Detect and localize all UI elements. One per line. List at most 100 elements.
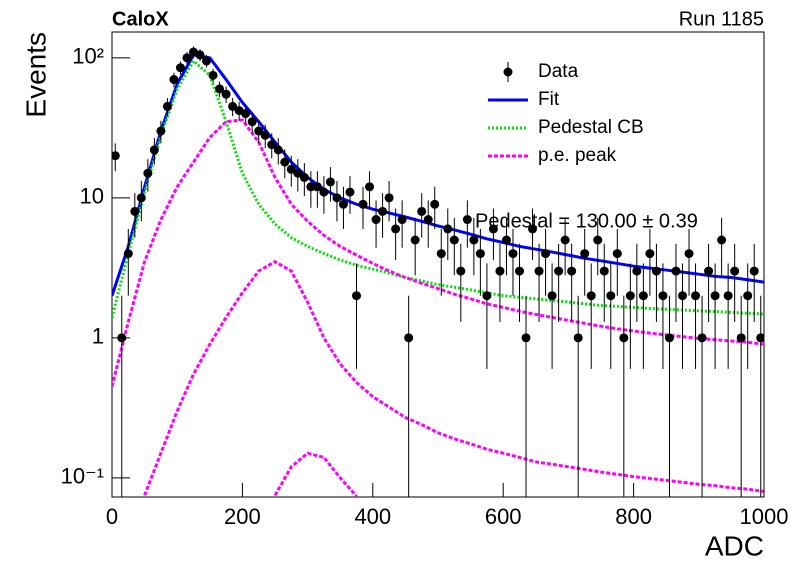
plot-frame	[111, 31, 765, 498]
y-tick-label: 1	[92, 324, 104, 349]
data-point	[749, 266, 759, 276]
data-point	[586, 291, 596, 301]
data-point	[560, 235, 570, 245]
data-point	[112, 151, 120, 161]
data-point	[521, 333, 531, 343]
data-point	[378, 206, 388, 216]
data-point	[684, 249, 694, 259]
y-tick-label: 10	[80, 184, 104, 209]
data-point	[182, 53, 192, 63]
data-point	[136, 193, 146, 203]
data-point	[697, 333, 707, 343]
legend-swatch	[503, 67, 513, 77]
data-point	[482, 291, 492, 301]
data-point	[260, 130, 270, 140]
plot-area	[112, 46, 764, 497]
data-point	[410, 235, 420, 245]
data-point	[169, 75, 179, 85]
data-point	[175, 63, 185, 73]
data-point	[384, 193, 394, 203]
data-point	[345, 187, 355, 197]
legend-label: Fit	[538, 89, 560, 110]
data-point	[691, 291, 701, 301]
data-point	[645, 249, 655, 259]
fit-annotation: Pedestal = 130.00 ± 0.39	[475, 210, 698, 232]
data-point	[286, 164, 296, 174]
data-point	[130, 206, 140, 216]
data-point	[325, 177, 335, 187]
data-point	[541, 249, 551, 259]
data-point	[254, 126, 264, 136]
data-point	[469, 235, 479, 245]
data-point	[599, 266, 609, 276]
data-point	[267, 140, 277, 150]
y-axis-title: Events	[20, 32, 51, 118]
data-point	[619, 333, 629, 343]
data-point	[332, 193, 342, 203]
x-tick-label: 0	[106, 504, 118, 529]
data-point	[195, 50, 205, 60]
data-point	[312, 182, 322, 192]
data-point	[299, 172, 309, 182]
legend-label: Data	[538, 61, 579, 82]
data-point	[202, 56, 212, 66]
data-point	[430, 199, 440, 209]
data-point	[495, 266, 505, 276]
data-point	[215, 84, 225, 94]
data-point	[612, 249, 622, 259]
data-point	[456, 266, 466, 276]
x-tick-label: 200	[224, 504, 261, 529]
y-tick-label: 10²	[72, 44, 104, 69]
data-point	[462, 215, 472, 225]
data-point	[208, 70, 218, 80]
data-point	[475, 249, 485, 259]
data-point	[534, 266, 544, 276]
data-point	[501, 235, 511, 245]
data-point	[651, 266, 661, 276]
data-point	[162, 101, 172, 111]
data-point	[436, 249, 446, 259]
data-point	[704, 266, 714, 276]
data-point	[743, 291, 753, 301]
data-point	[319, 187, 329, 197]
x-tick-label: 600	[485, 504, 522, 529]
data-point	[723, 291, 733, 301]
data-point	[228, 101, 238, 111]
legend-label: p.e. peak	[538, 145, 617, 166]
data-point	[632, 266, 642, 276]
x-axis-title: ADC	[705, 530, 764, 561]
data-point	[293, 168, 303, 178]
data-point	[391, 224, 401, 234]
data-point	[606, 291, 616, 301]
data-point	[710, 291, 720, 301]
x-tick-label: 400	[354, 504, 391, 529]
data-point	[143, 168, 153, 178]
data-point	[404, 333, 414, 343]
data-point	[443, 224, 453, 234]
data-point	[338, 199, 348, 209]
data-point	[241, 109, 251, 119]
data-point	[756, 333, 764, 343]
data-point	[397, 215, 407, 225]
curve-2	[273, 451, 358, 497]
data-point	[515, 266, 524, 276]
data-point	[352, 291, 361, 301]
data-point	[554, 266, 564, 276]
data-point	[730, 266, 740, 276]
curve-1	[112, 58, 764, 318]
data-point	[365, 182, 375, 192]
y-tick-label: 10⁻¹	[61, 464, 104, 489]
data-point	[736, 333, 746, 343]
data-point	[671, 266, 681, 276]
run-label: Run 1185	[679, 8, 764, 30]
data-point	[156, 126, 166, 136]
data-point	[247, 117, 257, 127]
data-point	[508, 249, 518, 259]
data-point	[149, 145, 159, 155]
data-point	[417, 206, 427, 216]
data-point	[423, 215, 433, 225]
data-point	[638, 291, 648, 301]
data-point	[658, 291, 668, 301]
data-point	[123, 249, 133, 259]
data-point	[449, 235, 459, 245]
